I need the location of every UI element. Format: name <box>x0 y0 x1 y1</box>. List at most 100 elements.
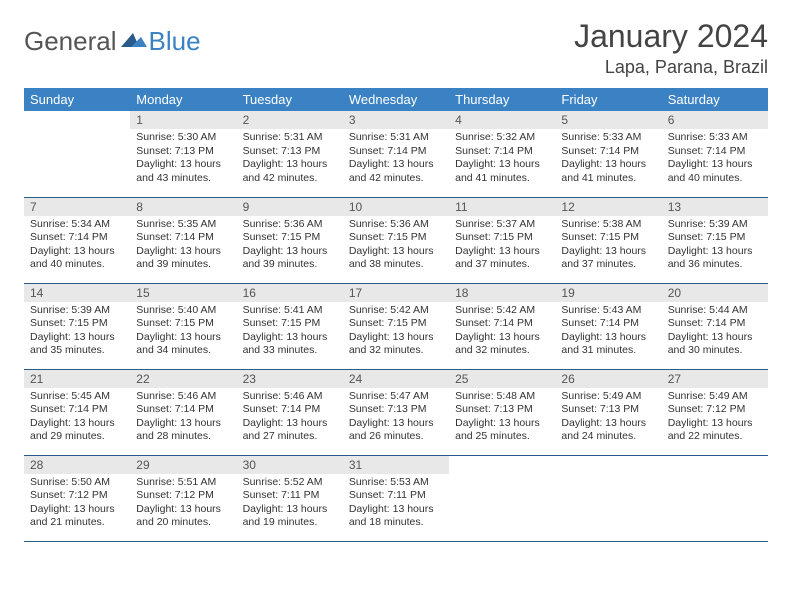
day-number: 18 <box>449 284 555 302</box>
sunrise-text: Sunrise: 5:38 AM <box>561 218 655 232</box>
day-number <box>662 456 768 460</box>
calendar-day-cell: 23Sunrise: 5:46 AMSunset: 7:14 PMDayligh… <box>237 369 343 455</box>
sunrise-text: Sunrise: 5:48 AM <box>455 390 549 404</box>
sunset-text: Sunset: 7:14 PM <box>136 403 230 417</box>
calendar-day-cell: 13Sunrise: 5:39 AMSunset: 7:15 PMDayligh… <box>662 197 768 283</box>
day-number: 3 <box>343 111 449 129</box>
month-title: January 2024 <box>574 18 768 55</box>
day-number: 20 <box>662 284 768 302</box>
sunrise-text: Sunrise: 5:33 AM <box>561 131 655 145</box>
daylight-text: Daylight: 13 hours and 43 minutes. <box>136 158 230 185</box>
sunset-text: Sunset: 7:13 PM <box>349 403 443 417</box>
calendar-day-cell: 24Sunrise: 5:47 AMSunset: 7:13 PMDayligh… <box>343 369 449 455</box>
sunset-text: Sunset: 7:15 PM <box>668 231 762 245</box>
day-content: Sunrise: 5:37 AMSunset: 7:15 PMDaylight:… <box>449 216 555 277</box>
day-number: 25 <box>449 370 555 388</box>
daylight-text: Daylight: 13 hours and 35 minutes. <box>30 331 124 358</box>
calendar-day-cell: 19Sunrise: 5:43 AMSunset: 7:14 PMDayligh… <box>555 283 661 369</box>
weekday-header: Saturday <box>662 88 768 111</box>
day-content: Sunrise: 5:51 AMSunset: 7:12 PMDaylight:… <box>130 474 236 535</box>
sunset-text: Sunset: 7:14 PM <box>668 145 762 159</box>
day-content: Sunrise: 5:50 AMSunset: 7:12 PMDaylight:… <box>24 474 130 535</box>
daylight-text: Daylight: 13 hours and 18 minutes. <box>349 503 443 530</box>
sunrise-text: Sunrise: 5:31 AM <box>243 131 337 145</box>
daylight-text: Daylight: 13 hours and 19 minutes. <box>243 503 337 530</box>
day-number: 15 <box>130 284 236 302</box>
daylight-text: Daylight: 13 hours and 32 minutes. <box>349 331 443 358</box>
day-content: Sunrise: 5:36 AMSunset: 7:15 PMDaylight:… <box>343 216 449 277</box>
calendar-day-cell: 5Sunrise: 5:33 AMSunset: 7:14 PMDaylight… <box>555 111 661 197</box>
day-content: Sunrise: 5:39 AMSunset: 7:15 PMDaylight:… <box>662 216 768 277</box>
sunset-text: Sunset: 7:14 PM <box>136 231 230 245</box>
day-content: Sunrise: 5:35 AMSunset: 7:14 PMDaylight:… <box>130 216 236 277</box>
daylight-text: Daylight: 13 hours and 40 minutes. <box>668 158 762 185</box>
sunrise-text: Sunrise: 5:50 AM <box>30 476 124 490</box>
sunrise-text: Sunrise: 5:30 AM <box>136 131 230 145</box>
sunrise-text: Sunrise: 5:43 AM <box>561 304 655 318</box>
sunrise-text: Sunrise: 5:53 AM <box>349 476 443 490</box>
sunset-text: Sunset: 7:11 PM <box>349 489 443 503</box>
sunset-text: Sunset: 7:14 PM <box>561 317 655 331</box>
day-content: Sunrise: 5:33 AMSunset: 7:14 PMDaylight:… <box>662 129 768 190</box>
sunrise-text: Sunrise: 5:31 AM <box>349 131 443 145</box>
calendar-day-cell <box>555 455 661 541</box>
calendar-day-cell: 7Sunrise: 5:34 AMSunset: 7:14 PMDaylight… <box>24 197 130 283</box>
title-block: January 2024 Lapa, Parana, Brazil <box>574 18 768 78</box>
day-number: 5 <box>555 111 661 129</box>
sunset-text: Sunset: 7:12 PM <box>668 403 762 417</box>
calendar-day-cell: 11Sunrise: 5:37 AMSunset: 7:15 PMDayligh… <box>449 197 555 283</box>
sunset-text: Sunset: 7:14 PM <box>455 145 549 159</box>
daylight-text: Daylight: 13 hours and 24 minutes. <box>561 417 655 444</box>
sunrise-text: Sunrise: 5:33 AM <box>668 131 762 145</box>
sunset-text: Sunset: 7:15 PM <box>455 231 549 245</box>
day-content: Sunrise: 5:32 AMSunset: 7:14 PMDaylight:… <box>449 129 555 190</box>
day-number <box>449 456 555 460</box>
calendar-week-row: 21Sunrise: 5:45 AMSunset: 7:14 PMDayligh… <box>24 369 768 455</box>
calendar-day-cell <box>662 455 768 541</box>
day-number: 10 <box>343 198 449 216</box>
day-number <box>24 111 130 115</box>
daylight-text: Daylight: 13 hours and 21 minutes. <box>30 503 124 530</box>
sunrise-text: Sunrise: 5:46 AM <box>136 390 230 404</box>
daylight-text: Daylight: 13 hours and 41 minutes. <box>561 158 655 185</box>
calendar-day-cell: 16Sunrise: 5:41 AMSunset: 7:15 PMDayligh… <box>237 283 343 369</box>
calendar-day-cell: 9Sunrise: 5:36 AMSunset: 7:15 PMDaylight… <box>237 197 343 283</box>
location: Lapa, Parana, Brazil <box>574 57 768 78</box>
logo-triangle-icon <box>121 29 147 54</box>
day-content: Sunrise: 5:41 AMSunset: 7:15 PMDaylight:… <box>237 302 343 363</box>
day-content: Sunrise: 5:38 AMSunset: 7:15 PMDaylight:… <box>555 216 661 277</box>
sunset-text: Sunset: 7:13 PM <box>455 403 549 417</box>
logo: General Blue <box>24 26 201 57</box>
daylight-text: Daylight: 13 hours and 41 minutes. <box>455 158 549 185</box>
day-number: 8 <box>130 198 236 216</box>
daylight-text: Daylight: 13 hours and 33 minutes. <box>243 331 337 358</box>
weekday-header: Sunday <box>24 88 130 111</box>
calendar-week-row: 28Sunrise: 5:50 AMSunset: 7:12 PMDayligh… <box>24 455 768 541</box>
day-number: 23 <box>237 370 343 388</box>
calendar-day-cell: 30Sunrise: 5:52 AMSunset: 7:11 PMDayligh… <box>237 455 343 541</box>
calendar-day-cell <box>24 111 130 197</box>
weekday-header: Thursday <box>449 88 555 111</box>
calendar-day-cell: 21Sunrise: 5:45 AMSunset: 7:14 PMDayligh… <box>24 369 130 455</box>
sunrise-text: Sunrise: 5:49 AM <box>668 390 762 404</box>
calendar-day-cell: 26Sunrise: 5:49 AMSunset: 7:13 PMDayligh… <box>555 369 661 455</box>
day-content: Sunrise: 5:49 AMSunset: 7:12 PMDaylight:… <box>662 388 768 449</box>
sunrise-text: Sunrise: 5:34 AM <box>30 218 124 232</box>
day-number: 21 <box>24 370 130 388</box>
logo-text-general: General <box>24 26 117 57</box>
day-number: 7 <box>24 198 130 216</box>
daylight-text: Daylight: 13 hours and 42 minutes. <box>243 158 337 185</box>
day-number: 16 <box>237 284 343 302</box>
sunrise-text: Sunrise: 5:46 AM <box>243 390 337 404</box>
calendar-day-cell: 25 Sunrise: 5:48 AMSunset: 7:13 PMDayligh… <box>449 369 555 455</box>
daylight-text: Daylight: 13 hours and 25 minutes. <box>455 417 549 444</box>
weekday-header: Wednesday <box>343 88 449 111</box>
daylight-text: Daylight: 13 hours and 37 minutes. <box>455 245 549 272</box>
sunset-text: Sunset: 7:13 PM <box>136 145 230 159</box>
day-number: 1 <box>130 111 236 129</box>
daylight-text: Daylight: 13 hours and 29 minutes. <box>30 417 124 444</box>
calendar-day-cell: 4Sunrise: 5:32 AMSunset: 7:14 PMDaylight… <box>449 111 555 197</box>
calendar-day-cell <box>449 455 555 541</box>
daylight-text: Daylight: 13 hours and 31 minutes. <box>561 331 655 358</box>
day-number: 24 <box>343 370 449 388</box>
